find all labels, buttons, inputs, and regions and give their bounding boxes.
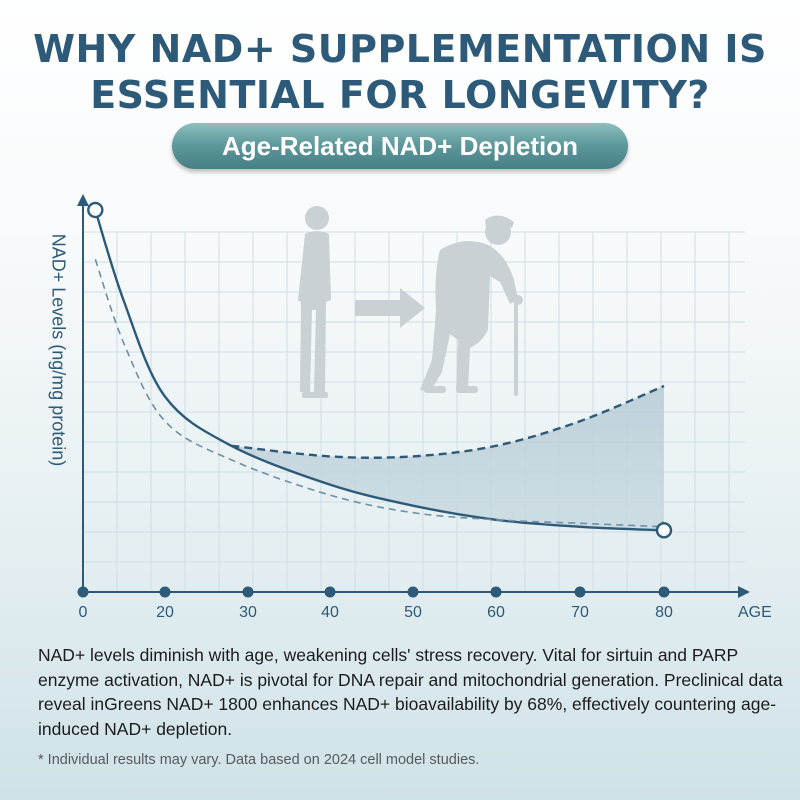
x-tick-dot	[242, 586, 254, 598]
young-person-icon	[298, 206, 331, 398]
x-tick-dot	[658, 586, 670, 598]
title-line-2: ESSENTIAL FOR LONGEVITY?	[90, 73, 710, 117]
x-tick-label: 80	[655, 604, 673, 621]
start-point-marker	[87, 201, 104, 219]
shaded-region	[231, 386, 664, 531]
aging-illustration	[298, 206, 523, 398]
description-paragraph: NAD+ levels diminish with age, weakening…	[38, 645, 783, 739]
page-title: WHY NAD+ SUPPLEMENTATION IS ESSENTIAL FO…	[0, 26, 800, 118]
series-layer	[87, 201, 673, 539]
x-tick-label: 60	[487, 604, 505, 621]
chart-subtitle: Age-Related NAD+ Depletion	[221, 130, 579, 161]
title-line-1: WHY NAD+ SUPPLEMENTATION IS	[33, 27, 767, 71]
x-tick-dot	[159, 586, 171, 598]
x-tick-label: 40	[321, 604, 339, 621]
x-axis-label: AGE	[738, 604, 772, 621]
x-tick-label: 0	[79, 604, 88, 621]
x-tick-label: 50	[404, 604, 422, 621]
x-tick-label: 70	[571, 604, 589, 621]
x-tick-dot	[407, 586, 419, 598]
chart-subtitle-pill: Age-Related NAD+ Depletion	[172, 123, 628, 169]
x-tick-dot	[574, 586, 586, 598]
x-axis-arrow	[738, 586, 750, 598]
x-axis-ticks: 0 20 30 40 50 60 70 80	[77, 586, 673, 621]
x-tick-label: 30	[239, 604, 257, 621]
x-tick-dot	[490, 586, 502, 598]
x-tick-dot	[77, 586, 89, 598]
footnote: * Individual results may vary. Data base…	[38, 752, 480, 768]
x-tick-dot	[324, 586, 336, 598]
end-point-marker	[655, 522, 673, 539]
x-tick-label: 20	[156, 604, 174, 621]
y-axis-arrow	[77, 194, 89, 206]
right-arrow-icon	[355, 288, 425, 328]
elderly-person-with-cane-icon	[420, 215, 523, 396]
series-line-dashed-upper	[231, 384, 665, 459]
series-line-solid	[94, 209, 665, 532]
